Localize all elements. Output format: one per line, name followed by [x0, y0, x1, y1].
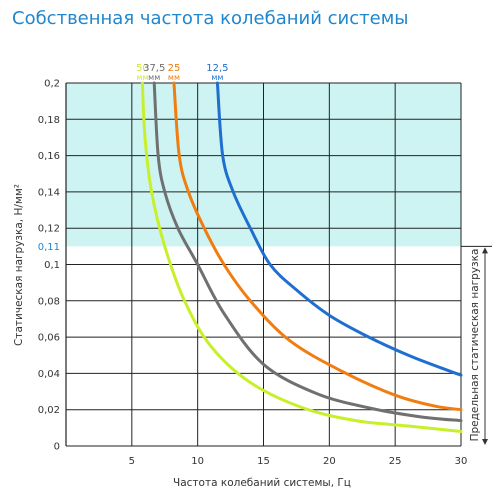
y-tick-label: 0,2 [44, 79, 60, 90]
limit-load-label: Предельная статическая нагрузка [469, 249, 481, 442]
y-tick-label: 0,1 [44, 260, 60, 271]
x-tick-label: 25 [389, 456, 402, 467]
y-tick-label: 0,11 [38, 242, 60, 253]
y-tick-label: 0,16 [38, 151, 60, 162]
x-tick-label: 30 [455, 456, 468, 467]
y-tick-label: 0,06 [38, 333, 60, 344]
limit-arrow-head-top [482, 247, 488, 254]
y-tick-label: 0,12 [38, 224, 60, 235]
series-line-0 [140, 81, 463, 433]
y-tick-label: 0,02 [38, 405, 60, 416]
series-line-3 [215, 81, 463, 377]
y-tick-label: 0,14 [38, 187, 60, 198]
series-line-2 [172, 81, 463, 412]
x-tick-label: 15 [257, 456, 270, 467]
y-axis-label: Статическая нагрузка, Н/мм² [13, 184, 25, 346]
series-unit: мм [168, 73, 180, 82]
limit-arrow-head-bottom [482, 439, 488, 445]
series-unit: мм [148, 73, 160, 82]
series-unit: мм [136, 73, 148, 82]
chart-title: Собственная частота колебаний системы [12, 8, 409, 29]
series-line-1 [152, 81, 463, 423]
y-tick-label: 0,08 [38, 296, 60, 307]
x-tick-label: 20 [323, 456, 336, 467]
y-tick-label: 0,18 [38, 115, 60, 126]
x-tick-label: 5 [129, 456, 135, 467]
x-axis-label: Частота колебаний системы, Гц [173, 477, 351, 489]
series-label: 37,5 [143, 63, 165, 74]
series-label: 12,5 [206, 63, 228, 74]
x-tick-label: 10 [191, 456, 204, 467]
series-label: 50 [136, 63, 149, 74]
series-unit: мм [211, 73, 223, 82]
series-label: 25 [168, 63, 181, 74]
y-tick-label: 0 [54, 442, 60, 453]
y-tick-label: 0,04 [38, 369, 60, 380]
